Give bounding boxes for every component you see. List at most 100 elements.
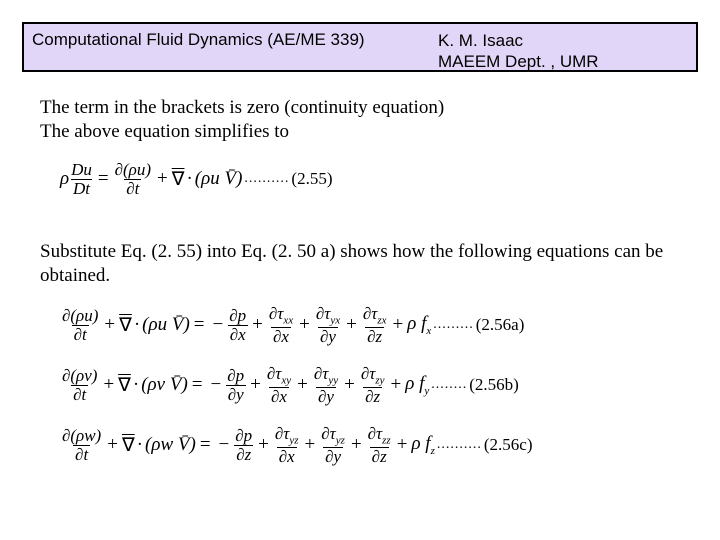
dot-operator: · — [131, 374, 141, 396]
equals-sign: = — [190, 314, 209, 336]
frac-num: ∂τzx — [361, 305, 389, 327]
tau-frac: ∂τyy ∂y — [312, 365, 340, 406]
frac-num: ∂(ρw) — [60, 427, 103, 445]
plus-sign: + — [393, 434, 412, 456]
frac-num: ∂τzz — [366, 425, 393, 447]
frac-den: ∂y — [318, 327, 338, 346]
paragraph-1-line-1: The term in the brackets is zero (contin… — [40, 96, 444, 120]
plus-sign: + — [103, 434, 122, 456]
plus-sign: + — [246, 374, 265, 396]
paragraph-1-line-2: The above equation simplifies to — [40, 120, 444, 144]
plus-sign: + — [295, 314, 314, 336]
frac-num: ∂p — [227, 307, 248, 325]
ddt-frac: ∂(ρu) ∂t — [113, 161, 153, 198]
body-force: ρ fz — [411, 433, 434, 457]
plus-sign: + — [254, 434, 273, 456]
header-box: Computational Fluid Dynamics (AE/ME 339)… — [22, 22, 698, 72]
frac-num: ∂(ρu) — [60, 307, 100, 325]
frac-den: ∂z — [370, 447, 389, 466]
frac-den: ∂z — [365, 327, 384, 346]
frac-num: ∂τxy — [265, 365, 293, 387]
course-title: Computational Fluid Dynamics (AE/ME 339) — [32, 28, 438, 50]
material-deriv-frac: Du Dt — [69, 161, 94, 198]
div-argument: (ρw V̄) — [145, 434, 196, 456]
nabla-overbar: ∇ — [119, 314, 132, 337]
dot-operator: · — [135, 434, 145, 456]
header-author-block: K. M. Isaac MAEEM Dept. , UMR — [438, 28, 688, 73]
frac-num: ∂τyz — [273, 425, 301, 447]
equation-number: (2.55) — [291, 169, 332, 189]
ddt-frac: ∂(ρu) ∂t — [60, 307, 100, 344]
frac-den: ∂x — [228, 325, 248, 344]
nabla-overbar: ∇ — [122, 434, 135, 457]
frac-den: ∂y — [226, 385, 246, 404]
dot-operator: · — [184, 168, 194, 190]
equation-number: (2.56b) — [469, 375, 519, 395]
equation-number: (2.56a) — [476, 315, 525, 335]
author-dept: MAEEM Dept. , UMR — [438, 51, 688, 72]
frac-num: ∂(ρv) — [60, 367, 99, 385]
paragraph-1: The term in the brackets is zero (contin… — [40, 96, 444, 144]
frac-den: ∂t — [72, 325, 89, 344]
tau-frac: ∂τxx ∂x — [267, 305, 295, 346]
minus-sign: − — [207, 374, 226, 396]
equals-sign: = — [188, 374, 207, 396]
nabla-overbar: ∇ — [172, 168, 185, 191]
tau-frac: ∂τzz ∂z — [366, 425, 393, 466]
tau-frac: ∂τxy ∂x — [265, 365, 293, 406]
plus-sign: + — [153, 168, 172, 190]
tau-frac: ∂τzy ∂z — [359, 365, 387, 406]
plus-sign: + — [340, 374, 359, 396]
plus-sign: + — [347, 434, 366, 456]
equals-sign: = — [196, 434, 215, 456]
equation-number: (2.56c) — [484, 435, 533, 455]
equation-group-2-56: ∂(ρu) ∂t + ∇ · (ρu V̄) = − ∂p ∂x + ∂τxx … — [60, 302, 533, 482]
frac-den: ∂x — [271, 327, 291, 346]
pressure-frac: ∂p ∂z — [233, 427, 254, 464]
author-name: K. M. Isaac — [438, 30, 688, 51]
paragraph-2: Substitute Eq. (2. 55) into Eq. (2. 50 a… — [40, 240, 680, 288]
equation-2-56b: ∂(ρv) ∂t + ∇ · (ρv V̄) = − ∂p ∂y + ∂τxy … — [60, 362, 533, 408]
frac-den: ∂t — [73, 445, 90, 464]
pressure-frac: ∂p ∂y — [225, 367, 246, 404]
frac-den: Dt — [71, 179, 92, 198]
frac-num: ∂τyx — [314, 305, 342, 327]
plus-sign: + — [99, 374, 118, 396]
equation-2-55: ρ Du Dt = ∂(ρu) ∂t + ∇ · (ρu V̄) .......… — [60, 156, 333, 216]
equation-2-56c: ∂(ρw) ∂t + ∇ · (ρw V̄) = − ∂p ∂z + ∂τyz … — [60, 422, 533, 468]
nabla-overbar: ∇ — [118, 374, 131, 397]
plus-sign: + — [248, 314, 267, 336]
plus-sign: + — [100, 314, 119, 336]
tau-frac: ∂τyx ∂y — [314, 305, 342, 346]
dot-operator: · — [132, 314, 142, 336]
plus-sign: + — [301, 434, 320, 456]
dots: .......... — [242, 171, 291, 187]
plus-sign: + — [293, 374, 312, 396]
frac-den: ∂z — [363, 387, 382, 406]
plus-sign: + — [386, 374, 405, 396]
minus-sign: − — [215, 434, 234, 456]
equation-2-56a: ∂(ρu) ∂t + ∇ · (ρu V̄) = − ∂p ∂x + ∂τxx … — [60, 302, 533, 348]
frac-den: ∂t — [124, 179, 141, 198]
frac-num: ∂p — [233, 427, 254, 445]
div-argument: (ρv V̄) — [141, 374, 188, 396]
tau-frac: ∂τzx ∂z — [361, 305, 389, 346]
frac-den: ∂z — [234, 445, 253, 464]
frac-num: ∂τzy — [359, 365, 387, 387]
div-argument: (ρu V̄) — [195, 168, 243, 190]
frac-num: ∂τyz — [319, 425, 347, 447]
frac-num: ∂(ρu) — [113, 161, 153, 179]
frac-num: ∂τxx — [267, 305, 295, 327]
frac-den: ∂x — [269, 387, 289, 406]
div-argument: (ρu V̄) — [142, 314, 190, 336]
frac-den: ∂t — [71, 385, 88, 404]
frac-den: ∂x — [277, 447, 297, 466]
tau-frac: ∂τyz ∂x — [273, 425, 301, 466]
ddt-frac: ∂(ρw) ∂t — [60, 427, 103, 464]
frac-den: ∂y — [316, 387, 336, 406]
dots: ........ — [429, 377, 469, 393]
equals-sign: = — [94, 168, 113, 190]
body-force: ρ fx — [407, 313, 431, 337]
pressure-frac: ∂p ∂x — [227, 307, 248, 344]
ddt-frac: ∂(ρv) ∂t — [60, 367, 99, 404]
